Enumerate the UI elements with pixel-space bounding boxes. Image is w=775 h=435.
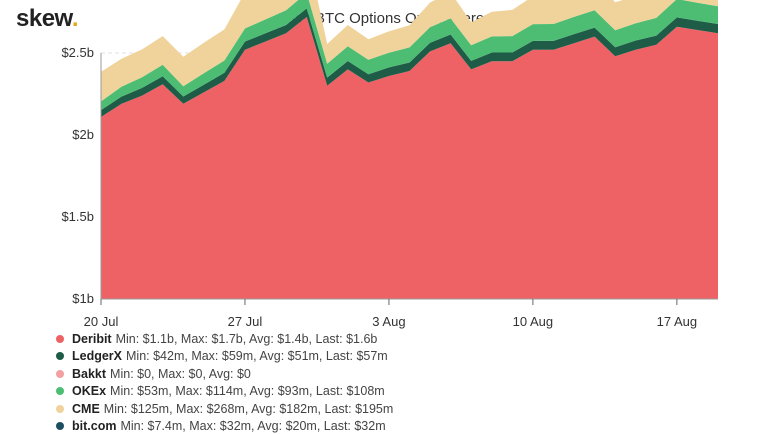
legend-series-name: OKEx (72, 384, 106, 398)
legend-series-name: bit.com (72, 419, 116, 433)
x-tick-label: 27 Jul (228, 314, 263, 329)
legend-item[interactable]: LedgerX Min: $42m, Max: $59m, Avg: $51m, … (56, 348, 393, 366)
legend-dot-icon (56, 387, 64, 395)
legend-series-name: LedgerX (72, 349, 122, 363)
legend-dot-icon (56, 352, 64, 360)
legend-series-stats: Min: $53m, Max: $114m, Avg: $93m, Last: … (110, 384, 385, 398)
x-tick-label: 3 Aug (372, 314, 405, 329)
y-tick-label: $2.5b (61, 45, 94, 60)
legend-dot-icon (56, 370, 64, 378)
legend-series-stats: Min: $7.4m, Max: $32m, Avg: $20m, Last: … (120, 419, 385, 433)
y-tick-label: $1b (72, 291, 94, 306)
chart-legend: Deribit Min: $1.1b, Max: $1.7b, Avg: $1.4… (56, 330, 393, 435)
x-tick-label: 20 Jul (84, 314, 119, 329)
legend-series-stats: Min: $1.1b, Max: $1.7b, Avg: $1.4b, Last… (116, 332, 378, 346)
legend-dot-icon (56, 422, 64, 430)
x-tick-label: 17 Aug (657, 314, 698, 329)
y-tick-label: $1.5b (61, 209, 94, 224)
legend-item[interactable]: Bakkt Min: $0, Max: $0, Avg: $0 (56, 365, 393, 383)
legend-dot-icon (56, 405, 64, 413)
legend-item[interactable]: CME Min: $125m, Max: $268m, Avg: $182m, L… (56, 400, 393, 418)
y-tick-label: $2b (72, 127, 94, 142)
x-tick-label: 10 Aug (513, 314, 554, 329)
legend-item[interactable]: Deribit Min: $1.1b, Max: $1.7b, Avg: $1.4… (56, 330, 393, 348)
legend-series-stats: Min: $42m, Max: $59m, Avg: $51m, Last: $… (126, 349, 388, 363)
legend-series-stats: Min: $125m, Max: $268m, Avg: $182m, Last… (104, 402, 394, 416)
legend-series-stats: Min: $0, Max: $0, Avg: $0 (110, 367, 251, 381)
legend-item[interactable]: OKEx Min: $53m, Max: $114m, Avg: $93m, La… (56, 383, 393, 401)
legend-item[interactable]: bit.com Min: $7.4m, Max: $32m, Avg: $20m,… (56, 418, 393, 435)
legend-series-name: CME (72, 402, 100, 416)
legend-dot-icon (56, 335, 64, 343)
legend-series-name: Deribit (72, 332, 112, 346)
legend-series-name: Bakkt (72, 367, 106, 381)
